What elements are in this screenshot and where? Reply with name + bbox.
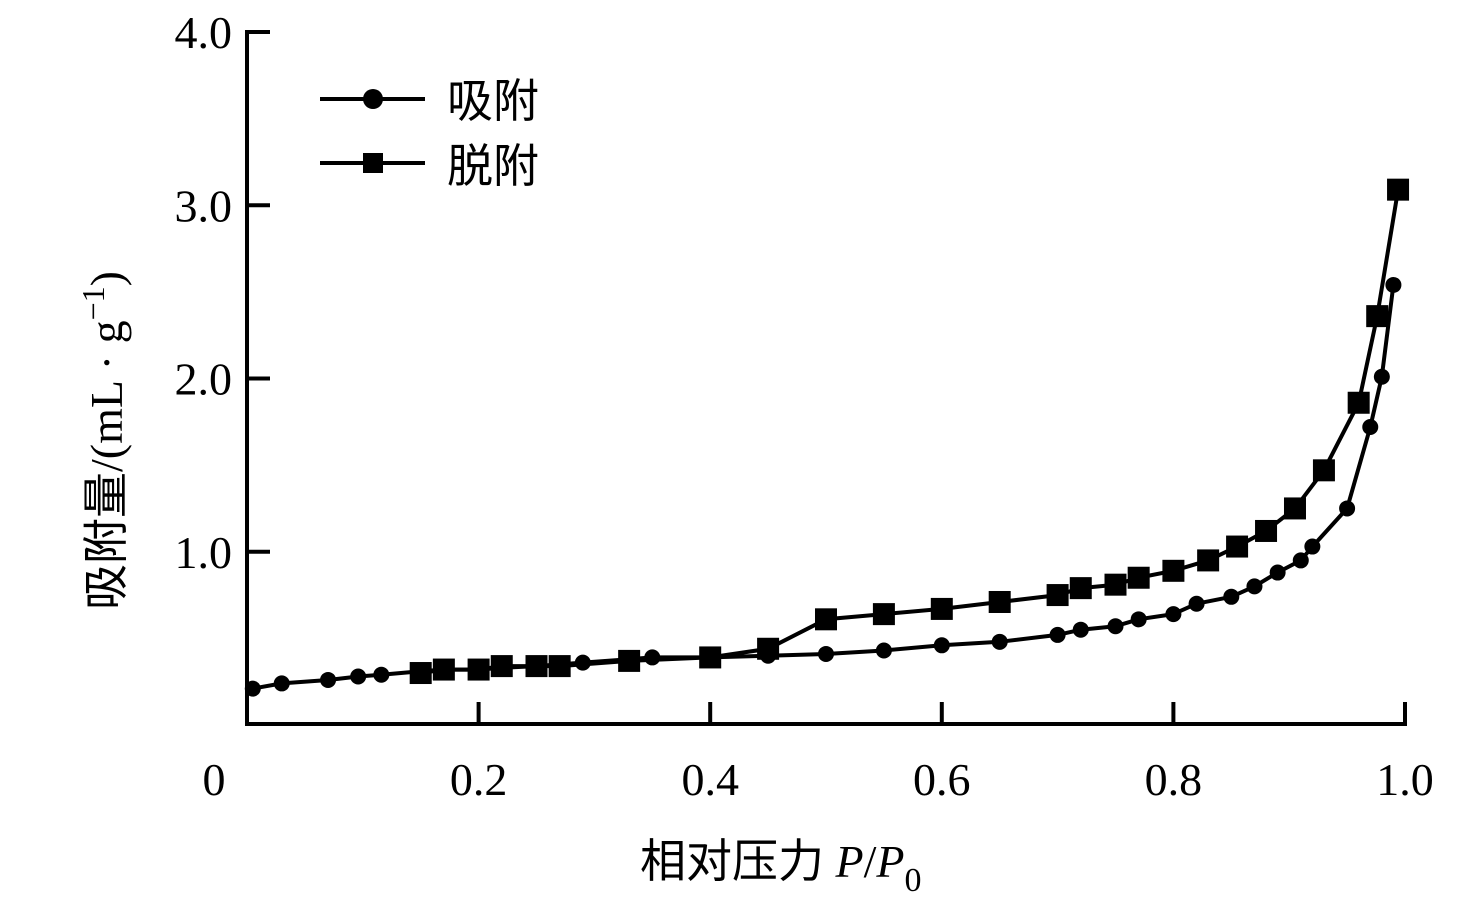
data-point-circle	[1339, 500, 1356, 517]
y-axis-title-close: )	[81, 271, 132, 286]
data-point-square	[1226, 535, 1249, 558]
data-point-square	[548, 655, 571, 678]
data-point-square	[1046, 584, 1069, 607]
x-ticks: 0 0.2 0.4 0.6 0.8 1.0	[203, 702, 1434, 805]
data-point-circle	[320, 671, 337, 688]
x-tick-label: 0	[203, 754, 226, 805]
data-point-square	[1283, 497, 1306, 520]
data-point-circle	[933, 637, 950, 654]
data-point-circle	[1269, 564, 1286, 581]
x-axis-title-p: P	[835, 836, 864, 887]
data-point-square	[525, 655, 548, 678]
data-point-circle	[1107, 618, 1124, 635]
x-axis-title-subscript: 0	[905, 862, 922, 899]
data-point-circle	[644, 649, 661, 666]
x-tick-label: 0.2	[450, 754, 508, 805]
data-point-square	[872, 603, 895, 626]
data-point-circle	[373, 666, 390, 683]
y-axis-title: 吸附量/(mL · g−1)	[75, 271, 132, 610]
data-point-circle	[991, 633, 1008, 650]
data-point-circle	[273, 675, 290, 692]
data-point-circle	[1049, 626, 1066, 643]
data-point-square	[988, 590, 1011, 613]
data-point-circle	[1165, 606, 1182, 623]
axes: 1.0 2.0 3.0 4.0 0 0.2 0.4 0.6 0.8 1.0	[175, 7, 1434, 805]
circle-marker-icon	[363, 89, 383, 109]
data-point-square	[1387, 178, 1410, 201]
x-axis-title-slash: /	[864, 836, 877, 887]
y-tick-label: 2.0	[175, 354, 233, 405]
data-point-circle	[1304, 538, 1321, 555]
data-point-square	[1255, 519, 1278, 542]
y-axis-title-main: 吸附量/(mL · g	[81, 320, 132, 610]
data-point-circle	[350, 668, 367, 685]
data-point-square	[490, 655, 513, 678]
data-point-square	[618, 649, 641, 672]
y-axis-title-superscript: −1	[75, 286, 111, 320]
data-point-square	[1069, 577, 1092, 600]
x-axis-title-prefix: 相对压力	[640, 836, 836, 887]
data-point-circle	[1130, 611, 1147, 628]
x-tick-label: 1.0	[1376, 754, 1434, 805]
data-point-square	[699, 646, 722, 669]
data-point-square	[1197, 549, 1220, 572]
data-point-square	[1366, 305, 1389, 328]
data-point-circle	[1292, 552, 1309, 569]
series-adsorption	[244, 276, 1402, 697]
series-line	[420, 189, 1401, 675]
data-point-square	[432, 658, 455, 681]
data-point-square	[1312, 459, 1335, 482]
data-point-square	[815, 608, 837, 631]
y-tick-label: 1.0	[175, 527, 233, 578]
legend-label-desorption: 脱附	[447, 141, 539, 192]
series-desorption	[409, 178, 1410, 685]
data-point-square	[1162, 559, 1185, 582]
data-point-circle	[1362, 419, 1379, 436]
x-tick-label: 0.8	[1145, 754, 1203, 805]
data-point-square	[1104, 573, 1127, 596]
data-point-circle	[1246, 578, 1263, 595]
y-tick-label: 4.0	[175, 7, 233, 58]
x-axis-title: 相对压力 P/P0	[640, 836, 922, 899]
data-point-circle	[1385, 276, 1402, 293]
data-point-circle	[1223, 588, 1240, 605]
data-point-circle	[1373, 368, 1390, 385]
x-axis-title-p0: P	[875, 836, 904, 887]
x-tick-label: 0.4	[681, 754, 739, 805]
square-marker-icon	[363, 153, 383, 173]
data-point-square	[757, 637, 780, 660]
data-point-circle	[1188, 595, 1205, 612]
data-point-square	[1347, 391, 1370, 414]
data-point-circle	[244, 680, 261, 697]
legend-item-desorption: 脱附	[320, 141, 539, 192]
data-point-circle	[818, 645, 834, 662]
data-point-circle	[1072, 621, 1089, 638]
legend-label-adsorption: 吸附	[447, 76, 539, 127]
series-layer	[244, 178, 1410, 697]
data-point-square	[409, 662, 432, 685]
data-point-square	[467, 658, 490, 681]
y-tick-label: 3.0	[175, 180, 233, 231]
data-point-circle	[875, 642, 892, 659]
legend-item-adsorption: 吸附	[320, 76, 539, 127]
data-point-square	[1127, 566, 1150, 589]
legend: 吸附 脱附	[320, 76, 539, 192]
x-tick-label: 0.6	[913, 754, 971, 805]
data-point-square	[930, 597, 953, 620]
y-ticks: 1.0 2.0 3.0 4.0	[175, 7, 270, 578]
